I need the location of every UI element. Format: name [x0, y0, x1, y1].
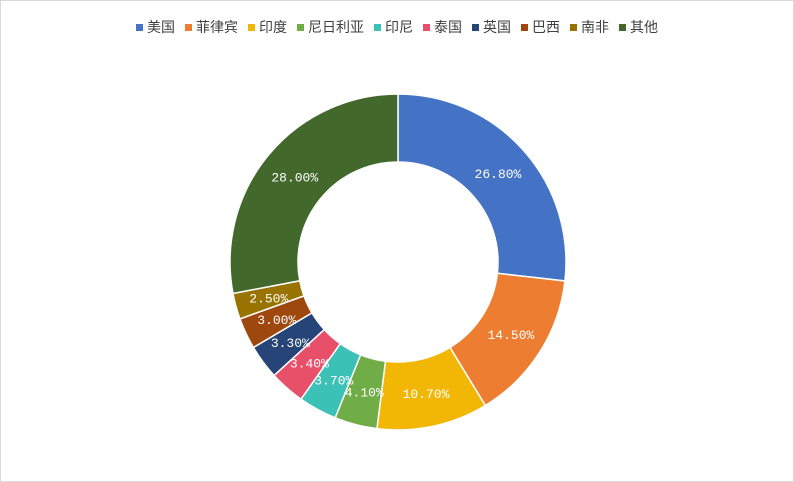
legend-label: 美国: [147, 20, 175, 36]
legend-marker: [136, 23, 143, 31]
legend-label: 印尼: [385, 20, 413, 36]
data-label: 4.10%: [345, 386, 384, 401]
legend-item: 南非: [570, 17, 609, 37]
legend-marker: [297, 23, 304, 31]
legend-item: 英国: [472, 17, 511, 37]
legend-label: 尼日利亚: [308, 20, 364, 36]
legend: 美国 菲律宾 印度 尼日利亚 印尼 泰国 英国 巴西 南非 其他: [1, 17, 793, 37]
legend-item: 尼日利亚: [297, 17, 364, 37]
data-label: 14.50%: [488, 328, 535, 343]
legend-marker: [619, 23, 626, 31]
legend-item: 印尼: [374, 17, 413, 37]
legend-label: 泰国: [434, 20, 462, 36]
data-label: 2.50%: [249, 291, 288, 306]
legend-marker: [248, 23, 255, 31]
data-label: 3.40%: [290, 357, 329, 372]
data-label: 10.70%: [403, 387, 450, 402]
legend-label: 其他: [630, 20, 658, 36]
data-label: 26.80%: [475, 167, 522, 182]
data-label: 3.30%: [271, 336, 310, 351]
legend-marker: [185, 23, 192, 31]
legend-item: 其他: [619, 17, 658, 37]
legend-item: 美国: [136, 17, 175, 37]
legend-marker: [570, 23, 577, 31]
data-label: 28.00%: [271, 171, 318, 186]
donut-slice: [397, 93, 567, 282]
legend-label: 巴西: [532, 20, 560, 36]
legend-item: 泰国: [423, 17, 462, 37]
legend-label: 南非: [581, 20, 609, 36]
donut-slice: [229, 93, 399, 295]
legend-label: 英国: [483, 20, 511, 36]
legend-marker: [521, 23, 528, 31]
data-label: 3.00%: [257, 313, 296, 328]
legend-marker: [472, 23, 479, 31]
legend-item: 印度: [248, 17, 287, 37]
data-label: 3.70%: [314, 374, 353, 389]
legend-label: 印度: [259, 20, 287, 36]
legend-label: 菲律宾: [196, 20, 238, 36]
legend-marker: [423, 23, 430, 31]
legend-item: 菲律宾: [185, 17, 238, 37]
legend-item: 巴西: [521, 17, 560, 37]
legend-marker: [374, 23, 381, 31]
